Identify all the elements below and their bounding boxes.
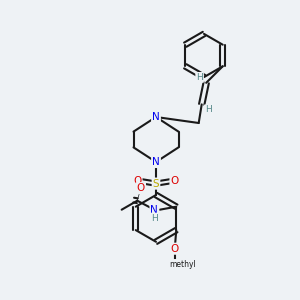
Text: N: N bbox=[152, 112, 160, 122]
Text: O: O bbox=[170, 176, 179, 186]
Text: S: S bbox=[153, 178, 159, 189]
Text: O: O bbox=[137, 183, 145, 193]
Text: H: H bbox=[196, 73, 203, 82]
Text: O: O bbox=[171, 244, 179, 254]
Text: N: N bbox=[151, 205, 158, 215]
Text: O: O bbox=[133, 176, 142, 186]
Text: H: H bbox=[205, 105, 212, 114]
Text: H: H bbox=[151, 214, 158, 223]
Text: methyl: methyl bbox=[169, 260, 196, 269]
Text: N: N bbox=[152, 157, 160, 167]
